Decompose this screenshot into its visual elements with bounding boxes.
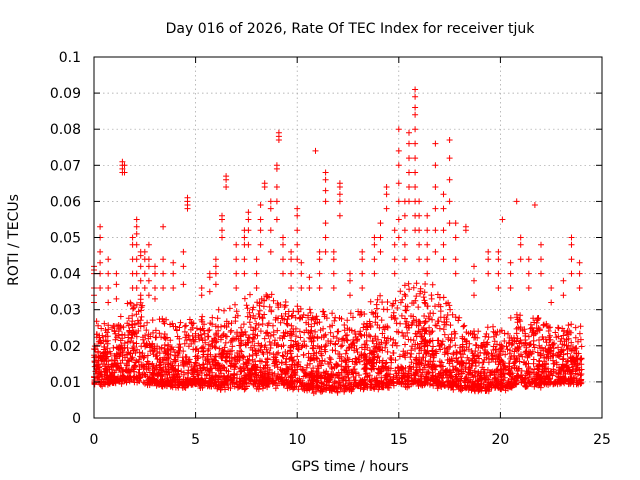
roti-spike-markers	[330, 248, 337, 291]
roti-spike-markers	[485, 248, 492, 277]
roti-spike-markers	[377, 220, 384, 255]
roti-spike-markers	[253, 256, 260, 291]
roti-spike-markers	[219, 212, 225, 241]
roti-spike-markers	[245, 209, 252, 248]
roti-spike-markers	[322, 169, 329, 255]
roti-spike-markers	[129, 234, 136, 291]
roti-spike-markers	[391, 227, 398, 277]
roti-spike-markers	[462, 223, 469, 234]
roti-spike-markers	[560, 277, 567, 299]
y-tick-label: 0.04	[50, 267, 81, 283]
roti-spike-markers	[137, 248, 144, 299]
roti-spike-markers	[538, 241, 544, 277]
y-tick-label: 0.09	[50, 86, 81, 102]
roti-spike-markers	[507, 259, 514, 291]
roti-spike-markers	[152, 263, 158, 302]
roti-spike-markers	[97, 223, 104, 291]
roti-spike-markers	[257, 202, 264, 248]
roti-spike-markers	[395, 126, 402, 241]
roti-spike-markers	[336, 180, 343, 219]
roti-spike-markers	[416, 198, 423, 263]
roti-spike-markers	[548, 285, 555, 306]
roti-spike-markers	[347, 270, 353, 299]
roti-spike-markers	[531, 202, 538, 208]
roti-spike-markers	[401, 198, 408, 263]
roti-spike-markers	[513, 198, 520, 205]
roti-spike-markers	[294, 205, 301, 263]
roti-spike-markers	[145, 241, 152, 299]
roti-spike-markers	[576, 259, 583, 291]
roti-spike-markers	[141, 248, 148, 291]
y-axis-label: ROTI / TECUs	[6, 194, 22, 286]
x-tick-label: 15	[390, 432, 408, 448]
x-tick-label: 10	[288, 432, 306, 448]
roti-spike-markers	[412, 86, 419, 234]
y-tick-label: 0.08	[50, 122, 81, 138]
roti-band-markers	[91, 280, 585, 397]
roti-spike-markers	[267, 198, 274, 255]
chart-title: Day 016 of 2026, Rate Of TEC Index for r…	[166, 21, 536, 37]
roti-spike-markers	[212, 256, 219, 288]
x-tick-labels: 0 5 10 15 20 25	[90, 432, 611, 448]
roti-spike-markers	[113, 270, 120, 302]
roti-spike-markers	[440, 191, 447, 263]
roti-spike-markers	[160, 223, 167, 291]
roti-spike-markers	[241, 227, 248, 277]
roti-spike-markers	[312, 147, 319, 154]
axis-ticks	[93, 56, 603, 419]
x-axis-label: GPS time / hours	[291, 459, 408, 475]
y-tick-label: 0.02	[50, 339, 81, 355]
roti-spike-markers	[471, 263, 477, 299]
roti-spike-markers	[525, 256, 532, 291]
roti-spike-markers	[233, 241, 240, 291]
roti-spike-markers	[359, 248, 366, 291]
y-tick-labels: 0 0.01 0.02 0.03 0.04 0.05 0.06 0.07 0.08 0.09 0.1	[50, 50, 81, 427]
y-tick-label: 0.06	[50, 194, 81, 210]
y-tick-label: 0.07	[50, 158, 81, 174]
data-points	[91, 86, 585, 397]
roti-spike-markers	[133, 216, 140, 291]
roti-spike-markers	[306, 274, 313, 291]
y-tick-label: 0	[72, 411, 81, 427]
roti-spike-markers	[452, 220, 459, 277]
roti-spike-markers	[273, 162, 280, 223]
roti-spike-markers	[121, 162, 128, 176]
roti-spike-markers	[206, 270, 213, 295]
roti-spike-markers	[568, 234, 575, 277]
y-tick-label: 0.05	[50, 231, 81, 247]
roti-spike-markers	[383, 184, 390, 212]
x-tick-label: 20	[491, 432, 509, 448]
roti-spike-markers	[316, 248, 323, 291]
roti-spike-markers	[180, 248, 187, 288]
roti-spike-markers	[495, 248, 502, 291]
y-tick-label: 0.1	[59, 50, 81, 66]
roti-spike-markers	[499, 216, 506, 223]
roti-spike-markers	[406, 129, 412, 205]
roti-spike-markers	[275, 129, 282, 143]
roti-spike-markers	[261, 180, 268, 190]
roti-spike-markers	[424, 212, 431, 277]
roti-spike-markers	[280, 234, 286, 277]
x-tick-label: 5	[191, 432, 200, 448]
roti-spike-markers	[288, 248, 295, 291]
roti-spike-markers	[184, 194, 191, 212]
roti-spike-markers	[432, 140, 439, 255]
y-tick-label: 0.03	[50, 303, 81, 319]
roti-spike-markers	[298, 259, 305, 291]
roti-spike-markers	[198, 285, 205, 299]
roti-spike-markers	[105, 256, 112, 306]
x-tick-label: 0	[90, 432, 99, 448]
roti-spike-markers	[517, 234, 524, 263]
roti-spike-markers	[223, 173, 230, 190]
y-tick-label: 0.01	[50, 375, 81, 391]
x-tick-label: 25	[593, 432, 611, 448]
roti-spike-markers	[371, 234, 378, 277]
roti-spike-markers	[446, 137, 453, 227]
roti-spike-markers	[170, 259, 177, 291]
